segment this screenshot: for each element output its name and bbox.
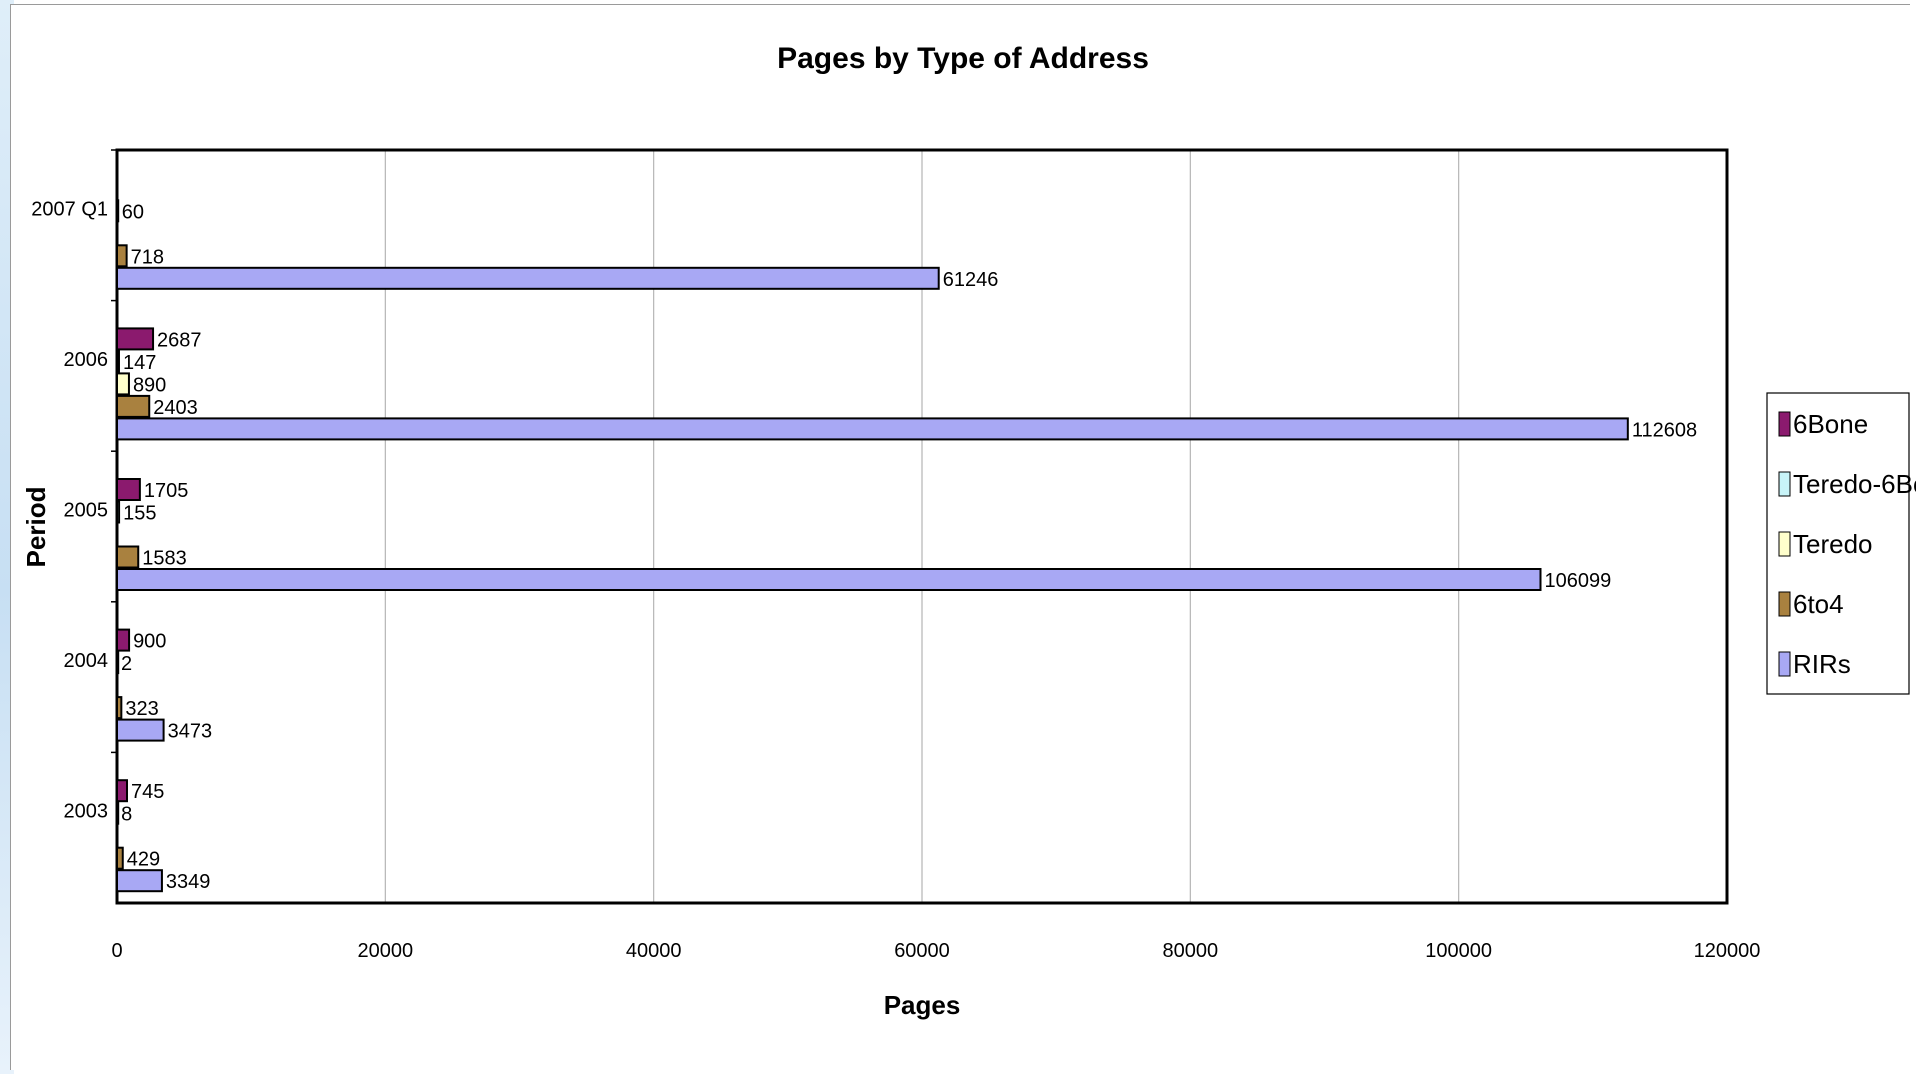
y-tick-label: 2007 Q1 [31, 198, 108, 220]
data-label: 429 [127, 849, 160, 871]
legend-box [1766, 392, 1910, 695]
x-axis-label: Pages [884, 990, 961, 1020]
data-label: 3473 [168, 721, 213, 743]
bar-6bone-2005 [116, 478, 141, 501]
bar-6bone-2004 [116, 628, 131, 652]
bar-teredo-6bone-2006 [116, 349, 120, 373]
bar-rirs-2004 [116, 718, 165, 742]
data-label: 106099 [1544, 570, 1611, 592]
data-label: 1583 [142, 548, 187, 570]
data-label: 3349 [166, 871, 211, 893]
y-tick-label: 2006 [64, 349, 109, 371]
legend-label: 6Bone [1793, 409, 1868, 439]
legend-swatch [1778, 651, 1791, 677]
legend-label: Teredo-6Bone [1793, 469, 1916, 499]
data-label: 718 [131, 246, 164, 268]
y-axis-label: Period [21, 487, 51, 568]
bar-6to4-2007-q1 [116, 244, 128, 268]
x-tick-label: 0 [111, 940, 122, 962]
chart-title: Pages by Type of Address [777, 42, 1149, 75]
legend: 6Bone Teredo-6Bone Teredo 6to4 RIRs [1766, 392, 1916, 695]
data-label: 2 [121, 653, 132, 675]
data-label: 61246 [943, 269, 999, 291]
bar-teredo-6bone-2007-q1 [116, 199, 120, 223]
bar-teredo-2006 [116, 372, 130, 396]
data-label: 2403 [153, 397, 198, 419]
data-label: 112608 [1632, 419, 1697, 441]
bar-teredo-6bone-2003 [116, 801, 120, 825]
bar-6to4-2006 [116, 394, 151, 418]
legend-swatch [1778, 471, 1791, 497]
y-tick-label: 2004 [64, 650, 109, 672]
x-tick-label: 20000 [358, 940, 414, 962]
y-tick-label: 2005 [64, 500, 109, 522]
data-label: 60 [122, 201, 144, 223]
bar-6to4-2005 [116, 545, 140, 569]
bar-6to4-2003 [116, 846, 124, 870]
data-label: 147 [123, 352, 156, 374]
bar-rirs-2003 [116, 869, 163, 893]
x-axis-ticks: 0 20000 40000 60000 80000 100000 120000 [111, 940, 1760, 962]
data-label: 745 [131, 781, 164, 803]
x-tick-label: 80000 [1163, 940, 1219, 962]
grid-lines [384, 150, 1460, 903]
bar-teredo-6bone-2004 [116, 651, 120, 675]
x-tick-label: 100000 [1425, 940, 1492, 962]
bar-rirs-2006 [116, 417, 1629, 441]
data-label: 155 [123, 503, 156, 525]
legend-swatch [1778, 531, 1791, 557]
data-label: 1705 [144, 480, 189, 502]
y-axis-ticks: 2003 2004 2005 2006 2007 Q1 [31, 149, 117, 823]
bar-6to4-2004 [116, 696, 123, 720]
x-tick-label: 120000 [1694, 940, 1761, 962]
bar-teredo-6bone-2005 [116, 500, 121, 524]
bar-6bone-2006 [116, 327, 155, 351]
data-label: 323 [125, 698, 158, 720]
legend-swatch [1778, 591, 1791, 617]
data-label: 8 [121, 804, 132, 826]
bar-6bone-2003 [116, 779, 128, 803]
legend-swatch [1778, 411, 1791, 437]
chart-frame [10, 4, 1910, 1070]
legend-label: Teredo [1793, 529, 1873, 559]
data-label: 2687 [157, 329, 202, 351]
legend-label: RIRs [1793, 649, 1851, 679]
y-tick-label: 2003 [64, 801, 109, 823]
data-label: 900 [133, 631, 166, 653]
x-tick-label: 60000 [894, 940, 950, 962]
bar-rirs-2007-q1 [116, 266, 940, 290]
bar-rirs-2005 [116, 568, 1542, 591]
bar-group [116, 199, 1629, 893]
legend-label: 6to4 [1793, 589, 1844, 619]
x-tick-label: 40000 [626, 940, 682, 962]
plot-area [115, 148, 1729, 905]
data-label: 890 [133, 374, 166, 396]
